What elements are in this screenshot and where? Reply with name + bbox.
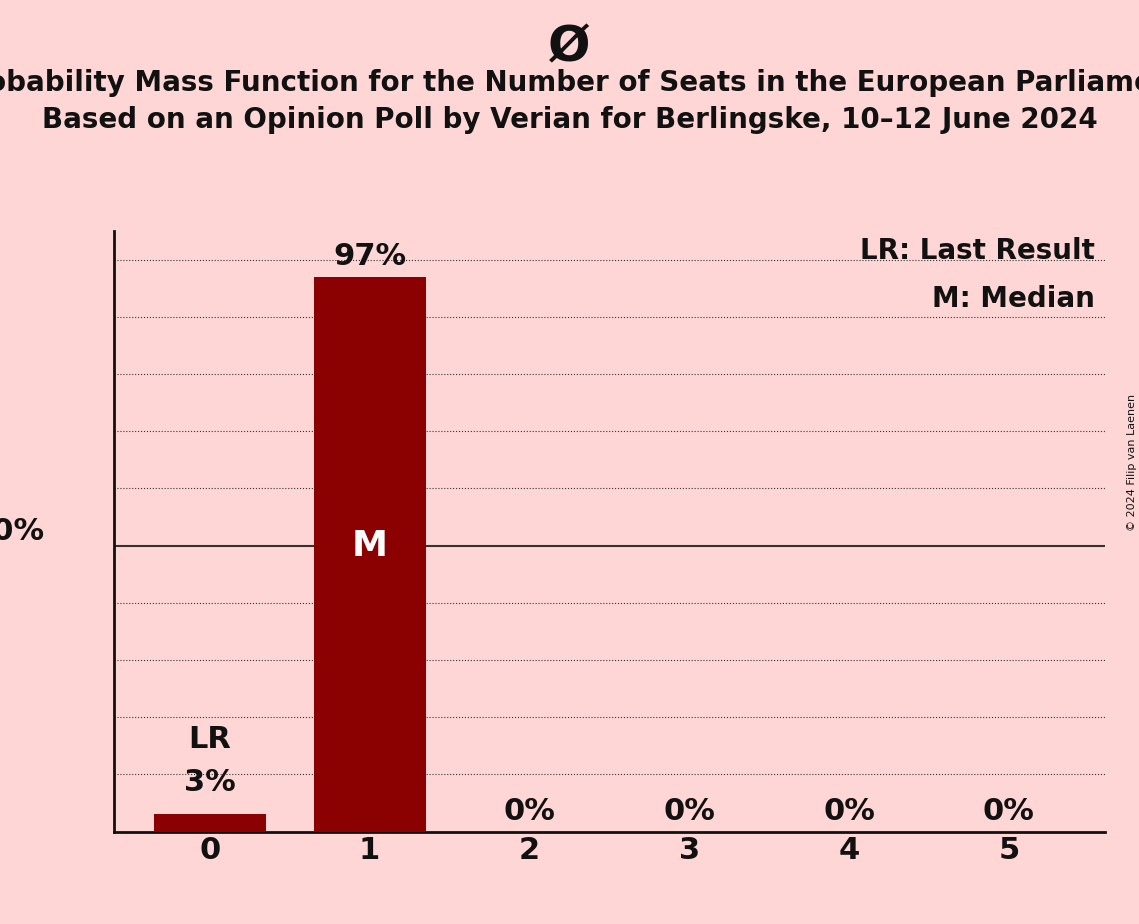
Text: LR: LR <box>188 725 231 754</box>
Text: M: Median: M: Median <box>932 285 1095 313</box>
Bar <box>154 814 265 832</box>
Text: © 2024 Filip van Laenen: © 2024 Filip van Laenen <box>1126 394 1137 530</box>
Text: Probability Mass Function for the Number of Seats in the European Parliament: Probability Mass Function for the Number… <box>0 69 1139 97</box>
Text: 3%: 3% <box>183 768 236 797</box>
Text: M: M <box>352 529 387 563</box>
Text: Ø: Ø <box>548 23 591 71</box>
Text: 0%: 0% <box>983 796 1035 826</box>
Text: 50%: 50% <box>0 517 44 546</box>
Bar <box>313 277 426 832</box>
Text: 97%: 97% <box>333 242 407 271</box>
Text: Based on an Opinion Poll by Verian for Berlingske, 10–12 June 2024: Based on an Opinion Poll by Verian for B… <box>42 106 1097 134</box>
Text: LR: Last Result: LR: Last Result <box>860 237 1095 265</box>
Text: 0%: 0% <box>503 796 556 826</box>
Text: 0%: 0% <box>663 796 715 826</box>
Text: 0%: 0% <box>823 796 875 826</box>
